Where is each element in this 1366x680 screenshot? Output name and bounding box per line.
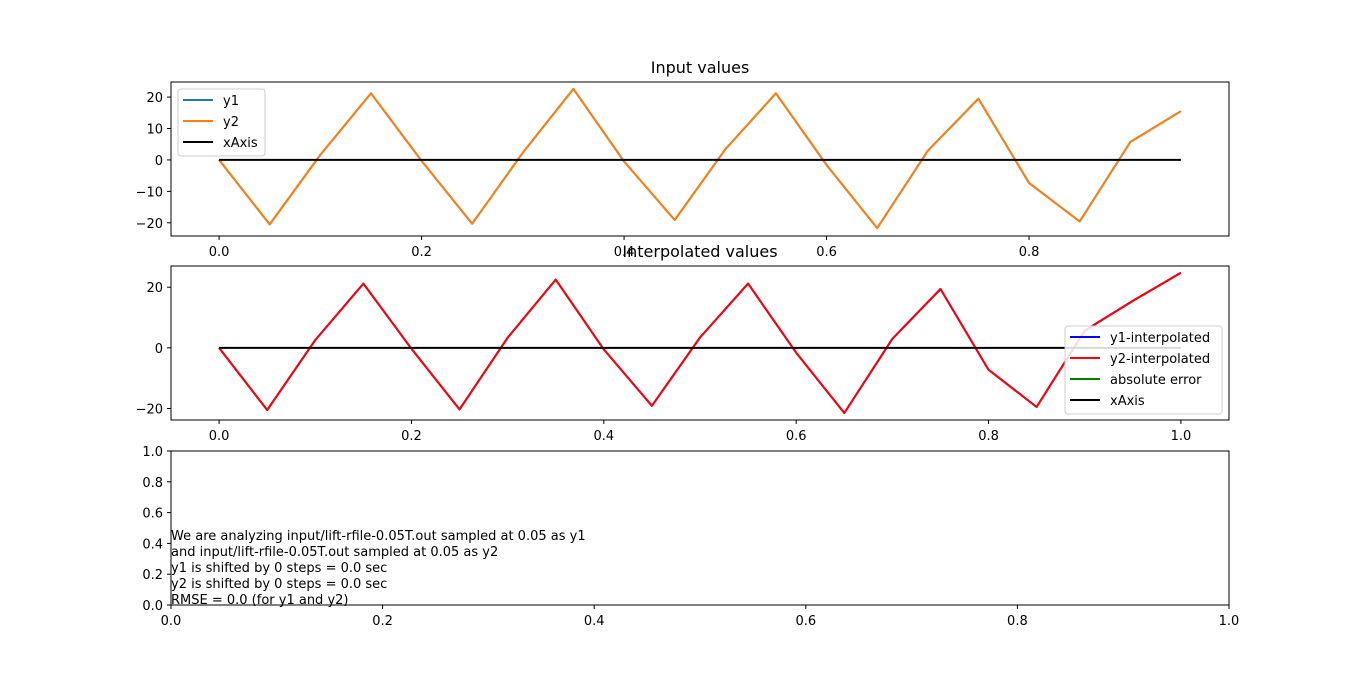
y-tick-label: 0.8 <box>142 476 163 491</box>
x-tick-label: 0.4 <box>584 614 605 629</box>
axes-frame <box>170 265 1230 421</box>
x-tick-label: 1.0 <box>1219 614 1240 629</box>
series-line-y1-interpolated <box>218 271 1182 414</box>
x-tick-label: 0.2 <box>372 614 393 629</box>
x-tick-label: 0.0 <box>161 614 182 629</box>
chart-title: Interpolated values <box>622 242 777 261</box>
axes-frame <box>170 81 1230 237</box>
annotation-line: y2 is shifted by 0 steps = 0.0 sec <box>171 577 387 592</box>
x-tick-label: 0.8 <box>978 429 999 444</box>
annotation-line: y1 is shifted by 0 steps = 0.0 sec <box>171 561 387 576</box>
y-tick-label: −20 <box>136 402 163 417</box>
subplot-3: 0.0 0.2 0.4 0.6 0.8 1.0 0.0 0.2 0.4 0.6 0.8 1.0 We a… <box>142 445 1239 629</box>
legend-label: absolute error <box>1110 373 1202 388</box>
y-tick-label: 0.2 <box>142 568 163 583</box>
y-tick-label: 0 <box>155 154 163 169</box>
subplot-1: Input values 0.0 0.2 0.4 0.6 0.8 −20 −10 0 10 20 y1… <box>136 58 1230 260</box>
y-tick-label: 0.0 <box>142 599 163 614</box>
y-tick-label: 0.4 <box>142 537 163 552</box>
legend-box <box>1064 325 1223 415</box>
y-tick-label: 10 <box>146 123 163 138</box>
legend-label: xAxis <box>223 136 258 151</box>
y-tick-label: 0.6 <box>142 507 163 522</box>
legend: y1 y2 xAxis <box>177 88 266 157</box>
x-tick-label: 0.2 <box>411 245 432 260</box>
legend: y1-interpolated y2-interpolated absolute e… <box>1064 325 1223 415</box>
series-line-y2-interpolated <box>218 271 1182 414</box>
legend-label: y2 <box>223 115 239 130</box>
y-tick-label: 0 <box>155 342 163 357</box>
subplot-2: Interpolated values 0.0 0.2 0.4 0.6 0.8 1.0 −20… <box>136 242 1230 444</box>
legend-label: y2-interpolated <box>1110 352 1210 367</box>
legend-label: y1-interpolated <box>1110 331 1210 346</box>
y-tick-label: −20 <box>136 217 163 232</box>
legend-label: xAxis <box>1110 394 1145 409</box>
x-tick-label: 0.0 <box>209 429 230 444</box>
y-tick-label: 20 <box>146 281 163 296</box>
legend-label: y1 <box>223 94 239 109</box>
x-tick-label: 0.0 <box>209 245 230 260</box>
annotation-line: RMSE = 0.0 (for y1 and y2) <box>171 593 348 608</box>
series-line-y1 <box>218 87 1182 230</box>
x-tick-label: 0.2 <box>401 429 422 444</box>
series-line-y2 <box>218 87 1182 230</box>
x-tick-label: 0.8 <box>1007 614 1028 629</box>
annotation-line: and input/lift-rfile-0.05T.out sampled a… <box>171 545 498 560</box>
y-tick-label: 1.0 <box>142 445 163 460</box>
annotation-line: We are analyzing input/lift-rfile-0.05T.… <box>171 529 586 544</box>
y-tick-label: 20 <box>146 91 163 106</box>
x-tick-label: 1.0 <box>1171 429 1192 444</box>
x-tick-label: 0.6 <box>795 614 816 629</box>
x-tick-label: 0.6 <box>816 245 837 260</box>
x-tick-label: 0.4 <box>614 245 635 260</box>
x-tick-label: 0.6 <box>786 429 807 444</box>
x-tick-label: 0.4 <box>593 429 614 444</box>
chart-title: Input values <box>651 58 750 77</box>
legend-box <box>177 88 266 157</box>
y-tick-label: −10 <box>136 185 163 200</box>
axes-frame <box>170 450 1230 606</box>
x-tick-label: 0.8 <box>1019 245 1040 260</box>
